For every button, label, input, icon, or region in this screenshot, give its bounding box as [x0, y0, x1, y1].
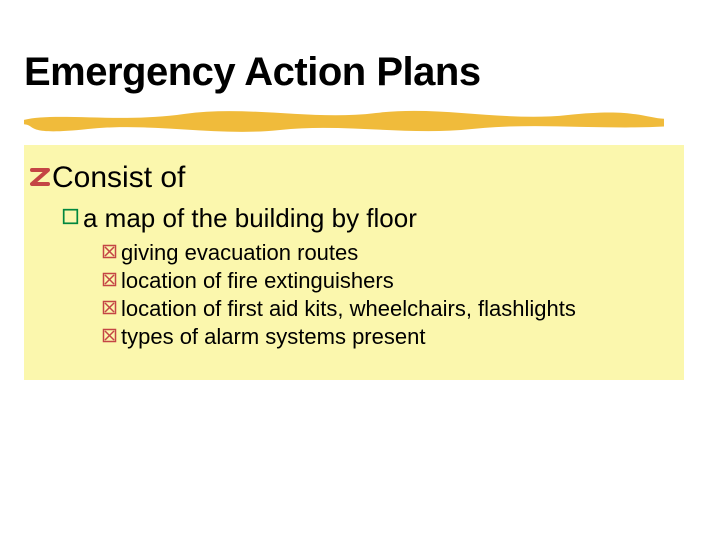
x-bullet-icon [102, 244, 117, 259]
level3-text: location of fire extinguishers [121, 268, 394, 294]
list-item-level3: location of fire extinguishers [102, 268, 684, 294]
list-item-level3: types of alarm systems present [102, 324, 684, 350]
level1-text: Consist of [52, 161, 185, 195]
x-bullet-icon [102, 300, 117, 315]
level3-text: location of first aid kits, wheelchairs,… [121, 296, 576, 322]
y-bullet-icon [62, 208, 79, 225]
z-bullet-icon [30, 167, 50, 187]
list-item-level3: giving evacuation routes [102, 240, 684, 266]
content-box: Consist of a map of the building by floo… [24, 145, 684, 380]
title-underline [24, 110, 664, 132]
x-bullet-icon [102, 272, 117, 287]
x-bullet-icon [102, 328, 117, 343]
page-title: Emergency Action Plans [24, 50, 481, 95]
list-item-level1: Consist of [30, 161, 684, 195]
list-item-level3: location of first aid kits, wheelchairs,… [102, 296, 684, 322]
level3-text: giving evacuation routes [121, 240, 358, 266]
level3-text: types of alarm systems present [121, 324, 425, 350]
slide: Emergency Action Plans Consist of a map … [0, 0, 720, 540]
list-item-level2: a map of the building by floor [62, 203, 684, 234]
level2-text: a map of the building by floor [83, 203, 417, 234]
